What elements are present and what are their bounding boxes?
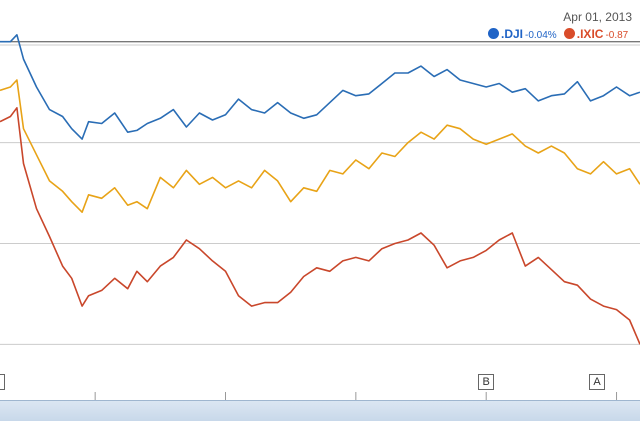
legend-name-ixic: .IXIC: [576, 27, 604, 41]
legend-name-dji: .DJI: [501, 27, 524, 41]
legend-change-ixic: -0.87: [605, 30, 629, 41]
dji-color-dot-icon: [488, 28, 499, 39]
legend-item-ixic[interactable]: .IXIC -0.87: [563, 27, 629, 41]
left-flag-stub: [0, 374, 5, 390]
ixic-color-dot-icon: [563, 28, 575, 39]
series-line-1: [0, 79, 640, 213]
date-label: Apr 01, 2013: [563, 10, 632, 24]
legend: .DJI -0.04% .IXIC -0.87: [488, 27, 632, 41]
news-flag-a[interactable]: A: [588, 374, 605, 390]
legend-change-dji: -0.04%: [525, 30, 557, 41]
news-flag-b[interactable]: B: [478, 374, 495, 390]
series-line-2: [0, 107, 640, 345]
series-line-0: [0, 33, 640, 140]
legend-item-dji[interactable]: .DJI -0.04%: [488, 27, 557, 41]
time-axis-bar: [0, 400, 640, 421]
